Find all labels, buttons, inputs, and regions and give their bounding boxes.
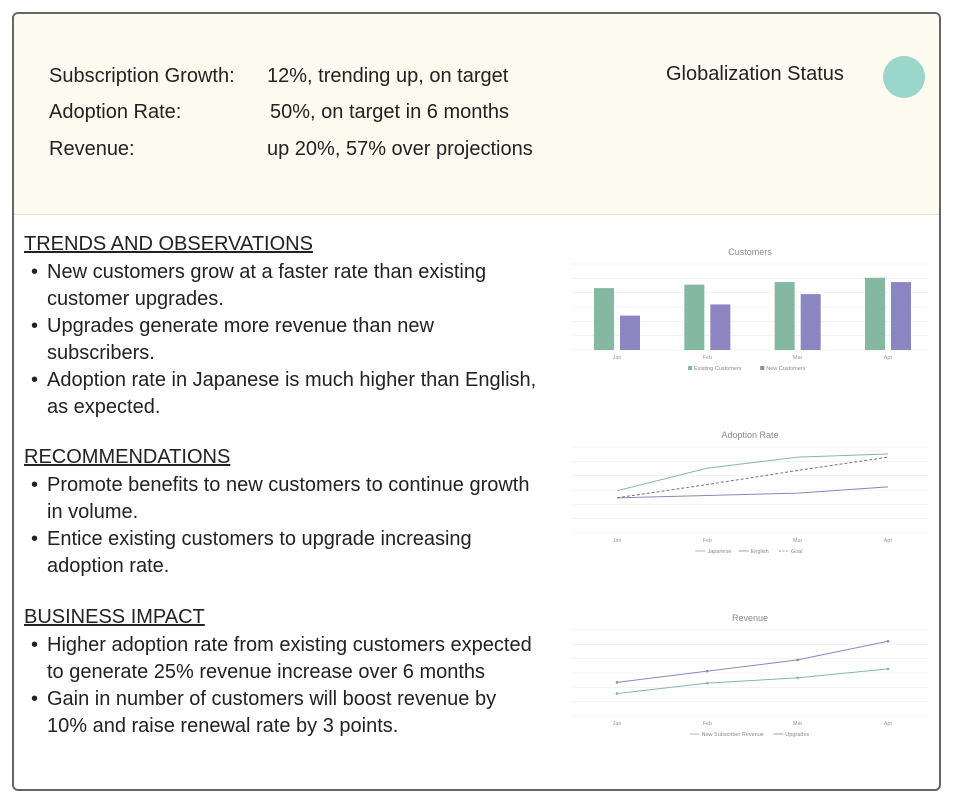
chart-background <box>566 600 934 745</box>
x-tick-label: Apr <box>884 721 893 727</box>
point-new-subscriber-revenue <box>886 667 890 671</box>
bar-existing-customers <box>684 284 705 350</box>
x-tick-label: Feb <box>703 538 712 544</box>
list-item: Higher adoption rate from existing custo… <box>28 632 538 686</box>
customers-chart: Customers Jan Feb Mar Apr Existing Customers N… <box>566 234 934 379</box>
bar-new-customers <box>620 315 640 350</box>
line-upgrades <box>616 640 889 683</box>
trends-heading: TRENDS AND OBSERVATIONS <box>24 233 313 255</box>
list-item: New customers grow at a faster rate than… <box>28 259 538 313</box>
legend-label: Upgrades <box>785 732 809 738</box>
list-item: Entice existing customers to upgrade inc… <box>28 526 538 580</box>
point-new-subscriber-revenue <box>796 676 799 680</box>
line-new-subscriber-revenue <box>616 668 889 695</box>
chart-title: Revenue <box>732 613 768 623</box>
point-upgrades <box>886 639 890 643</box>
x-tick-label: Feb <box>703 721 712 727</box>
bar-existing-customers <box>594 288 614 350</box>
list-item: Adoption rate in Japanese is much higher… <box>28 367 538 421</box>
line-goal <box>616 456 889 499</box>
line-japanese <box>616 453 889 492</box>
kpi-adoption-label: Adoption Rate: <box>49 101 182 123</box>
kpi-adoption-value: 50%, on target in 6 months <box>270 101 510 123</box>
business-impact-list: Higher adoption rate from existing custo… <box>28 632 538 740</box>
trends-list: New customers grow at a faster rate than… <box>28 259 538 421</box>
point-upgrades <box>615 681 619 684</box>
point-new-subscriber-revenue <box>615 692 619 695</box>
bar-new-customers <box>710 304 731 350</box>
kpi-revenue-value: up 20%, 57% over projections <box>267 138 533 160</box>
list-item: Promote benefits to new customers to con… <box>28 472 538 526</box>
x-tick-label: Mar <box>793 538 803 544</box>
recommendations-list: Promote benefits to new customers to con… <box>28 472 538 580</box>
line-english <box>616 486 889 499</box>
list-item: Gain in number of customers will boost r… <box>28 686 538 740</box>
dashboard-card: Subscription Growth: 12%, trending up, o… <box>12 12 941 791</box>
legend-swatch <box>688 366 693 370</box>
point-new-subscriber-revenue <box>706 681 709 685</box>
point-upgrades <box>796 658 799 662</box>
legend-label: New Customers <box>766 366 805 372</box>
status-indicator-dot <box>883 56 925 98</box>
x-tick-label: Feb <box>703 355 712 361</box>
kpi-subscription-value: 12%, trending up, on target <box>267 65 509 87</box>
globalization-status-label: Globalization Status <box>666 63 844 85</box>
bar-existing-customers <box>865 277 885 350</box>
x-tick-label: Apr <box>884 355 893 361</box>
legend-label: Goal <box>791 549 803 555</box>
legend-label: New Subscriber Revenue <box>702 732 764 738</box>
recommendations-heading: RECOMMENDATIONS <box>24 446 231 468</box>
chart-title: Adoption Rate <box>721 430 778 440</box>
x-tick-label: Mar <box>793 355 803 361</box>
kpi-header: Subscription Growth: 12%, trending up, o… <box>14 14 939 215</box>
bar-new-customers <box>891 282 911 350</box>
x-tick-label: Mar <box>793 721 803 727</box>
list-item: Upgrades generate more revenue than new … <box>28 313 538 367</box>
revenue-chart: Revenue Jan Feb Mar Apr New Subscriber Revenu… <box>566 600 934 745</box>
chart-title: Customers <box>728 247 772 257</box>
bar-new-customers <box>800 294 821 350</box>
bar-existing-customers <box>774 282 795 350</box>
x-tick-label: Jan <box>613 721 622 727</box>
chart-background <box>566 417 934 562</box>
legend-label: Japanese <box>707 549 731 555</box>
kpi-subscription-label: Subscription Growth: <box>49 65 235 87</box>
business-impact-heading: BUSINESS IMPACT <box>24 606 205 628</box>
adoption-rate-chart: Adoption Rate Jan Feb Mar Apr Japanese English… <box>566 417 934 562</box>
legend-swatch <box>760 366 765 370</box>
x-tick-label: Apr <box>884 538 893 544</box>
point-upgrades <box>706 669 709 673</box>
legend-label: Existing Customers <box>694 366 742 372</box>
x-tick-label: Jan <box>613 355 622 361</box>
x-tick-label: Jan <box>613 538 622 544</box>
kpi-revenue-label: Revenue: <box>49 138 135 160</box>
legend-label: English <box>751 549 769 555</box>
